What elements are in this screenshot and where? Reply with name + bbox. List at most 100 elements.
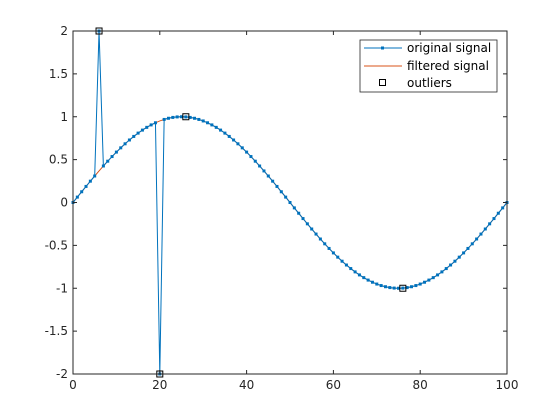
original-signal-point	[418, 282, 422, 286]
original-signal-point	[162, 117, 166, 121]
x-tick-label: 100	[496, 378, 519, 392]
original-signal-point	[401, 286, 405, 290]
original-signal-point	[349, 267, 353, 271]
original-signal-point	[279, 190, 283, 194]
original-signal-point	[197, 117, 201, 121]
original-signal-point	[249, 155, 253, 159]
original-signal-point	[479, 232, 483, 236]
original-signal-point	[110, 155, 114, 159]
y-tick-label: -1	[56, 281, 68, 295]
y-tick-label: -0.5	[45, 238, 68, 252]
original-signal-point	[149, 123, 153, 127]
original-signal-point	[297, 211, 301, 215]
x-tick-label: 20	[152, 378, 167, 392]
original-signal-point	[153, 121, 157, 125]
original-signal-point	[140, 128, 144, 132]
original-signal-point	[271, 179, 275, 183]
original-signal-point	[180, 115, 183, 119]
legend-label-original-signal: original signal	[407, 41, 491, 55]
original-signal-point	[266, 174, 270, 178]
original-signal-point	[496, 211, 500, 215]
original-signal-point	[362, 276, 366, 280]
original-signal-point	[236, 142, 240, 146]
original-signal-point	[210, 123, 214, 127]
original-signal-point	[357, 273, 361, 277]
x-tick-label: 0	[69, 378, 77, 392]
original-signal-point	[314, 232, 318, 236]
original-signal-point	[344, 263, 348, 267]
original-signal-point	[253, 159, 257, 163]
original-signal-point	[436, 273, 440, 277]
original-signal-point	[453, 259, 457, 263]
legend-label-outliers: outliers	[407, 76, 452, 90]
original-signal-point	[166, 116, 170, 120]
original-signal-point	[383, 285, 387, 289]
original-signal-point	[475, 237, 479, 241]
original-signal-point	[423, 280, 427, 284]
legend-marker-original-signal	[381, 46, 384, 50]
original-signal-point	[245, 150, 249, 154]
original-signal-point	[397, 286, 400, 290]
y-tick-label: 1.5	[49, 67, 68, 81]
original-signal-point	[171, 115, 175, 119]
original-signal-point	[375, 282, 379, 286]
original-signal-point	[223, 131, 227, 135]
original-signal-point	[201, 119, 205, 123]
original-signal-point	[331, 251, 335, 255]
original-signal-point	[258, 164, 262, 168]
original-signal-point	[80, 190, 84, 194]
original-signal-point	[340, 259, 344, 263]
original-signal-point	[483, 227, 487, 231]
original-signal-point	[318, 237, 322, 241]
original-signal-point	[327, 246, 331, 250]
original-signal-point	[93, 174, 97, 178]
original-signal-point	[501, 206, 505, 210]
original-signal-point	[275, 184, 279, 188]
original-signal-point	[145, 125, 149, 129]
original-signal-point	[292, 206, 296, 210]
original-signal-point	[84, 184, 88, 188]
original-signal-point	[262, 169, 266, 173]
original-signal-point	[444, 267, 448, 271]
original-signal-point	[353, 270, 357, 274]
original-signal-point	[184, 115, 188, 119]
original-signal-point	[127, 138, 131, 142]
legend-marker-outliers	[379, 79, 386, 86]
y-tick-label: 0	[60, 196, 68, 210]
original-signal-point	[305, 222, 309, 226]
original-signal-point	[193, 116, 197, 120]
original-signal-point	[219, 128, 223, 132]
original-signal-point	[101, 164, 105, 168]
legend: original signal filtered signal outliers	[359, 39, 498, 93]
original-signal-point	[410, 285, 414, 289]
x-tick-label: 60	[326, 378, 341, 392]
original-signal-point	[405, 286, 409, 290]
original-signal-point	[75, 195, 79, 199]
original-signal-point	[388, 286, 392, 290]
original-signal-point	[284, 195, 288, 199]
original-signal-point	[492, 217, 496, 221]
original-signal-point	[232, 138, 236, 142]
original-signal-point	[466, 246, 470, 250]
original-signal-point	[123, 142, 127, 146]
original-signal-point	[427, 278, 431, 282]
original-signal-point	[323, 242, 327, 246]
y-tick-label: 2	[60, 24, 68, 38]
original-signal-point	[206, 121, 210, 125]
original-signal-point	[240, 146, 244, 150]
y-tick-label: 1	[60, 110, 68, 124]
original-signal-point	[392, 286, 396, 290]
legend-entry-outliers: outliers	[379, 76, 452, 90]
original-signal-point	[288, 201, 292, 204]
y-axis: -2 -1.5 -1 -0.5 0 0.5 1 1.5 2	[45, 24, 507, 381]
original-signal-point	[414, 284, 418, 288]
original-signal-point	[175, 115, 179, 119]
original-signal-point	[370, 280, 374, 284]
original-signal-point	[214, 125, 218, 129]
original-signal-point	[136, 131, 140, 135]
legend-entry-filtered-signal: filtered signal	[364, 59, 489, 73]
series-layer	[71, 29, 509, 376]
original-signal-point	[119, 146, 123, 150]
x-tick-label: 80	[413, 378, 428, 392]
